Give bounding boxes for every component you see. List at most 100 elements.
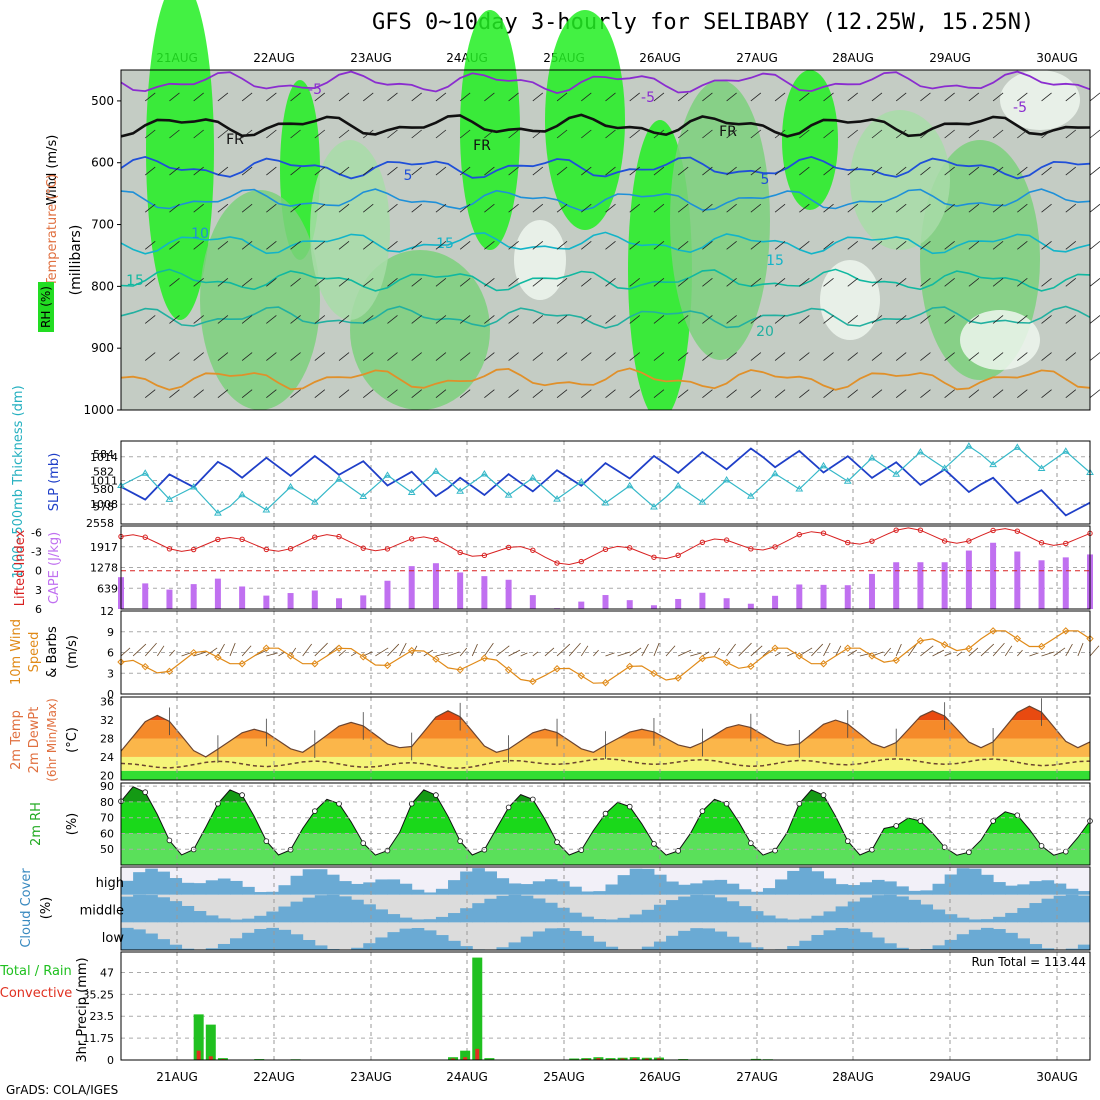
dewpoint-line <box>120 758 1091 769</box>
wind-barb <box>726 166 737 176</box>
cloud-low-cell <box>823 930 837 950</box>
cape-bar <box>893 562 900 609</box>
wind-barb <box>920 129 931 139</box>
lifted-index-marker <box>505 544 512 551</box>
rh-shading-area <box>850 110 950 250</box>
wind-barb <box>387 315 398 324</box>
rh-marker <box>990 818 996 824</box>
wind-barb <box>774 352 786 361</box>
thickness-marker <box>650 502 658 510</box>
wind-barb-10m <box>508 649 521 657</box>
wind-barb <box>435 278 447 287</box>
cloud-middle-cell <box>605 919 619 923</box>
cloud-high-cell <box>205 880 219 895</box>
wind-barb <box>726 278 737 287</box>
wind-barb <box>944 352 955 361</box>
cloud-middle-cell <box>205 915 219 923</box>
wind-speed-marker <box>674 674 682 682</box>
cloud-high-cell <box>290 875 304 895</box>
cloud-high-cell <box>254 892 267 895</box>
wind-barb <box>241 92 253 102</box>
lifted-index-tick-label: 6 <box>35 603 42 616</box>
wind-barb-10m <box>1053 647 1066 657</box>
wind-barb <box>774 203 786 213</box>
cloud-high-cell <box>266 891 279 895</box>
wind-barb <box>774 92 786 102</box>
wind-barb <box>992 352 1004 361</box>
wind-barb <box>1065 352 1077 361</box>
cloud-middle-cell <box>557 907 570 923</box>
thickness-marker <box>868 454 876 461</box>
cloud-high-cell <box>581 891 594 895</box>
wind-speed-marker <box>989 627 997 635</box>
precip-convective-bar <box>196 1050 201 1060</box>
rh-marker <box>723 800 730 807</box>
cloud-low-cell <box>423 930 437 950</box>
cloud-low-cell <box>266 927 279 950</box>
wind-barb-10m <box>1004 645 1013 657</box>
wind-barb <box>920 389 931 398</box>
wind-barb <box>411 92 422 102</box>
cape-bar <box>457 572 464 609</box>
wind-barb <box>363 315 374 324</box>
precip-total-bar <box>484 1058 495 1060</box>
thickness-marker <box>189 483 198 490</box>
temp-tick-label: 36 <box>100 696 114 709</box>
wind-barb <box>241 315 253 324</box>
wind-barb <box>677 389 689 398</box>
ylabel-millibars: (millibars) <box>68 225 84 296</box>
cape-bar <box>263 595 270 609</box>
cloud-high-cell <box>1005 885 1018 895</box>
wind-barb <box>895 129 907 139</box>
cloud-low-cell <box>738 942 752 950</box>
date-label-bottom: 29AUG <box>929 1070 971 1084</box>
wind-barb <box>241 240 253 250</box>
wind-barb-10m <box>883 647 892 657</box>
rh-legend-swatch <box>38 282 54 332</box>
cloud-high-cell <box>944 874 958 895</box>
wind-barb <box>241 352 253 361</box>
wind-barb <box>774 240 786 250</box>
cloud-low-cell <box>1017 938 1030 950</box>
wind-barb <box>1065 315 1077 324</box>
wind-barb <box>677 352 689 361</box>
cloud-high-cell <box>242 886 255 895</box>
cloud-low-cell <box>690 928 703 950</box>
cloud-low-cell <box>859 932 873 950</box>
cloud-middle-cell <box>351 899 364 923</box>
wind-barb-10m <box>774 652 781 657</box>
wind-barb-10m <box>278 651 286 657</box>
wind-barb <box>290 278 301 287</box>
wind-barb <box>750 92 762 102</box>
cape-bar <box>723 598 730 609</box>
cloud-high-cell <box>726 883 740 895</box>
wind-barb <box>217 166 229 176</box>
wind-barb <box>314 389 326 398</box>
wind-speed-marker <box>456 666 464 674</box>
cloud-high-cell <box>738 889 752 895</box>
date-label-bottom: 30AUG <box>1036 1070 1078 1084</box>
ylabel-cloud-units: (%) <box>39 897 54 920</box>
wind-barb-10m <box>859 652 873 657</box>
wind-barb <box>1065 240 1077 250</box>
wind-barb <box>459 352 471 361</box>
wind-barb <box>750 352 762 361</box>
wind-barb-10m <box>920 645 934 657</box>
wind-barb <box>387 92 398 102</box>
cloud-middle-cell <box>387 914 401 923</box>
wind-barb <box>144 129 156 139</box>
wind-barb <box>823 203 834 213</box>
precip-total-bar <box>193 1014 204 1060</box>
lifted-index-marker <box>869 538 875 544</box>
thickness-marker <box>480 470 489 477</box>
wind-barb <box>144 92 156 102</box>
wind-barb <box>750 203 762 213</box>
wind-speed-marker <box>214 653 222 662</box>
wind-barb <box>702 203 713 213</box>
wind-barb <box>459 166 471 176</box>
cloud-low-cell <box>242 932 255 950</box>
wind-barb <box>799 240 810 250</box>
wind-barb <box>605 166 616 176</box>
cloud-low-cell <box>799 940 812 950</box>
wind-barb <box>508 278 519 287</box>
